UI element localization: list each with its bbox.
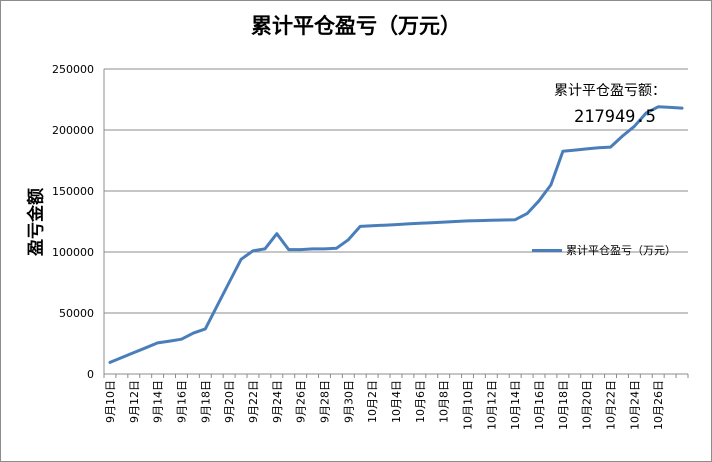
data-point — [335, 247, 338, 250]
data-point — [251, 249, 255, 252]
x-tick-label: 10月26日 — [652, 380, 665, 430]
x-tick-label: 10月14日 — [509, 380, 522, 430]
data-point — [549, 183, 553, 187]
data-point — [204, 327, 207, 331]
x-tick-label: 9月12日 — [128, 380, 141, 423]
data-point — [263, 247, 267, 251]
x-tick-label: 9月10日 — [104, 380, 117, 423]
x-tick-label: 9月14日 — [152, 380, 165, 423]
x-tick-label: 9月18日 — [199, 380, 212, 423]
y-tick-label: 150000 — [52, 185, 94, 198]
data-point — [478, 219, 481, 222]
data-point — [239, 258, 243, 261]
data-point — [418, 222, 421, 225]
data-point — [144, 346, 147, 349]
x-tick-label: 10月4日 — [390, 380, 403, 423]
data-point — [502, 218, 505, 222]
data-point — [442, 220, 445, 224]
data-point — [168, 339, 171, 343]
data-point — [371, 224, 374, 227]
legend-swatch — [532, 248, 562, 252]
data-point — [299, 248, 302, 251]
data-point — [323, 247, 326, 251]
x-tick-label: 9月30日 — [342, 380, 355, 423]
x-tick-label: 9月16日 — [175, 380, 188, 423]
data-point — [525, 212, 529, 215]
y-tick-label: 100000 — [52, 246, 94, 259]
data-point — [621, 134, 624, 138]
data-point — [156, 341, 159, 345]
legend-label: 累计平仓盈亏（万元） — [566, 244, 676, 257]
data-point — [680, 106, 684, 110]
data-point — [382, 224, 386, 227]
x-tick-label: 10月8日 — [438, 380, 451, 423]
total-annotation-value: 217949.5 — [574, 107, 656, 127]
x-tick-label: 10月24日 — [628, 380, 641, 430]
chart-title: 累计平仓盈亏（万元） — [251, 13, 461, 38]
data-point — [537, 199, 541, 202]
data-point — [633, 125, 636, 128]
data-point — [108, 361, 112, 364]
y-tick-label: 200000 — [52, 124, 94, 137]
data-point — [275, 232, 278, 235]
x-tick-label: 10月16日 — [533, 380, 546, 430]
data-point — [573, 148, 576, 152]
total-annotation-label: 累计平仓盈亏额： — [554, 83, 666, 99]
data-point — [227, 281, 231, 284]
data-point — [466, 219, 469, 223]
x-tick-label: 10月18日 — [557, 380, 570, 430]
data-point — [120, 356, 124, 359]
data-point — [359, 225, 362, 228]
data-point — [430, 221, 433, 224]
x-tick-label: 10月12日 — [485, 380, 498, 430]
x-tick-label: 9月24日 — [271, 380, 284, 423]
y-tick-label: 0 — [87, 368, 94, 381]
total-annotation: 累计平仓盈亏额： 217949.5 — [554, 78, 666, 130]
data-point — [609, 145, 612, 149]
y-tick-label: 50000 — [59, 307, 94, 320]
data-point — [180, 338, 183, 341]
x-tick-label: 10月20日 — [581, 380, 594, 430]
data-point — [347, 238, 350, 241]
data-point — [216, 304, 219, 307]
series-line — [108, 105, 684, 364]
data-point — [454, 220, 457, 223]
data-point — [585, 147, 588, 151]
x-tick-label: 10月2日 — [366, 380, 379, 423]
x-tick-label: 10月10日 — [462, 380, 475, 430]
data-point — [645, 111, 648, 115]
data-point — [490, 219, 493, 222]
x-tick-label: 9月20日 — [223, 380, 236, 423]
x-tick-label: 9月26日 — [295, 380, 308, 423]
data-point — [597, 146, 600, 149]
data-point — [192, 331, 195, 335]
data-point — [514, 218, 517, 221]
x-tick-label: 10月22日 — [605, 380, 618, 430]
data-point — [668, 106, 672, 109]
legend: 累计平仓盈亏（万元） — [532, 242, 676, 258]
data-point — [287, 248, 290, 251]
data-point — [311, 247, 314, 251]
data-point — [657, 105, 660, 109]
data-point — [406, 222, 410, 226]
data-point — [561, 150, 565, 153]
data-point — [394, 223, 398, 226]
x-tick-label: 10月6日 — [414, 380, 427, 423]
x-tick-label: 9月22日 — [247, 380, 260, 423]
data-point — [132, 351, 135, 354]
y-tick-label: 250000 — [52, 63, 94, 76]
x-tick-label: 9月28日 — [318, 380, 331, 423]
